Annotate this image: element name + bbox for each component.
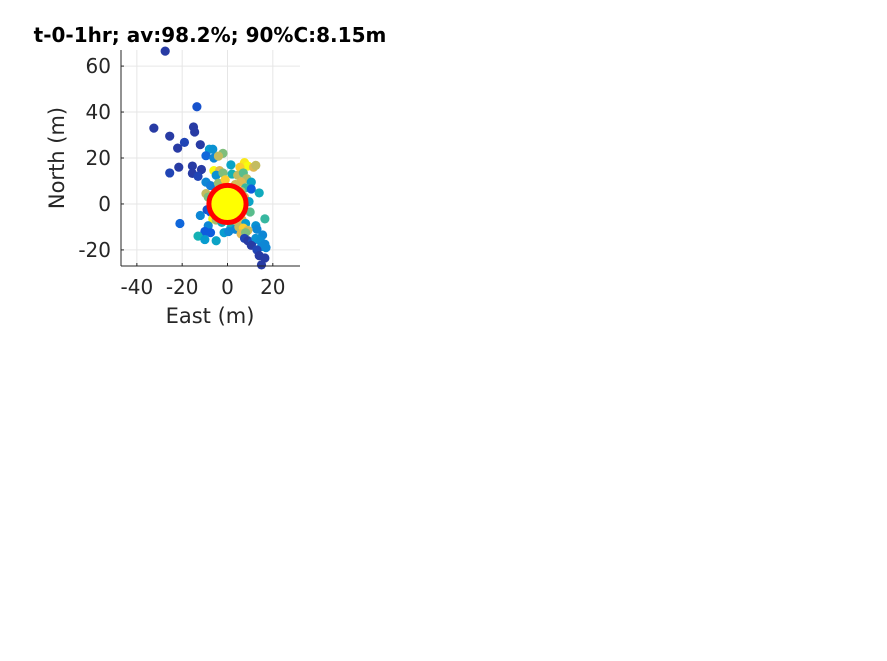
- scatter-point: [205, 228, 216, 238]
- scatter-point: [195, 210, 205, 221]
- y-tick-label: -20: [78, 238, 111, 262]
- scatter-point: [192, 102, 202, 112]
- y-tick-label: 60: [86, 54, 111, 78]
- scatter-point: [254, 188, 264, 198]
- scatter-point: [261, 243, 271, 253]
- scatter-point: [200, 234, 210, 245]
- scatter-point: [193, 231, 203, 241]
- scatter-point: [187, 161, 197, 171]
- scatter-point: [173, 143, 183, 153]
- x-tick-label: -40: [121, 275, 154, 299]
- scatter-point: [208, 144, 218, 154]
- y-tick-label: 0: [98, 192, 111, 216]
- scatter-point: [195, 140, 205, 150]
- scatter-point: [174, 162, 184, 172]
- scatter-point: [260, 214, 270, 224]
- tick-labels: -40 -20 0 20 -20 0 20 40 60: [78, 54, 285, 299]
- scatter-point: [149, 123, 159, 133]
- x-axis-label: East (m): [166, 304, 255, 328]
- scatter-point: [245, 207, 255, 217]
- scatter-point: [160, 46, 170, 56]
- scatter-point: [226, 160, 236, 170]
- scatter-point: [256, 260, 267, 270]
- scatter-point: [201, 151, 211, 161]
- scatter-point: [252, 224, 262, 234]
- scatter-point: [224, 226, 234, 237]
- confidence-circle: [206, 182, 249, 226]
- scatter-point: [179, 137, 190, 147]
- scatter-point: [246, 184, 256, 194]
- scatter-point: [211, 236, 221, 246]
- confidence-circle-layer: [206, 182, 249, 226]
- scatter-point: [175, 218, 185, 229]
- scatter-point: [213, 151, 224, 161]
- scatter-point: [220, 175, 230, 185]
- scatter-point: [193, 171, 203, 181]
- scatter-point: [260, 253, 270, 263]
- scatter-point: [251, 160, 261, 170]
- scatter-point: [190, 127, 200, 137]
- scatter-point: [205, 180, 216, 191]
- axes: [120, 50, 300, 267]
- y-axis-label: North (m): [45, 107, 69, 209]
- scatter-point: [246, 177, 256, 187]
- chart-title: t-0-1hr; av:98.2%; 90%C:8.15m: [34, 23, 387, 47]
- scatter-point: [165, 131, 175, 141]
- scatter-point: [165, 168, 175, 178]
- x-tick-label: -20: [166, 275, 199, 299]
- y-tick-label: 40: [86, 100, 111, 124]
- x-tick-label: 20: [260, 275, 285, 299]
- scatter-point: [196, 164, 207, 175]
- y-tick-label: 20: [86, 146, 111, 170]
- x-tick-label: 0: [221, 275, 234, 299]
